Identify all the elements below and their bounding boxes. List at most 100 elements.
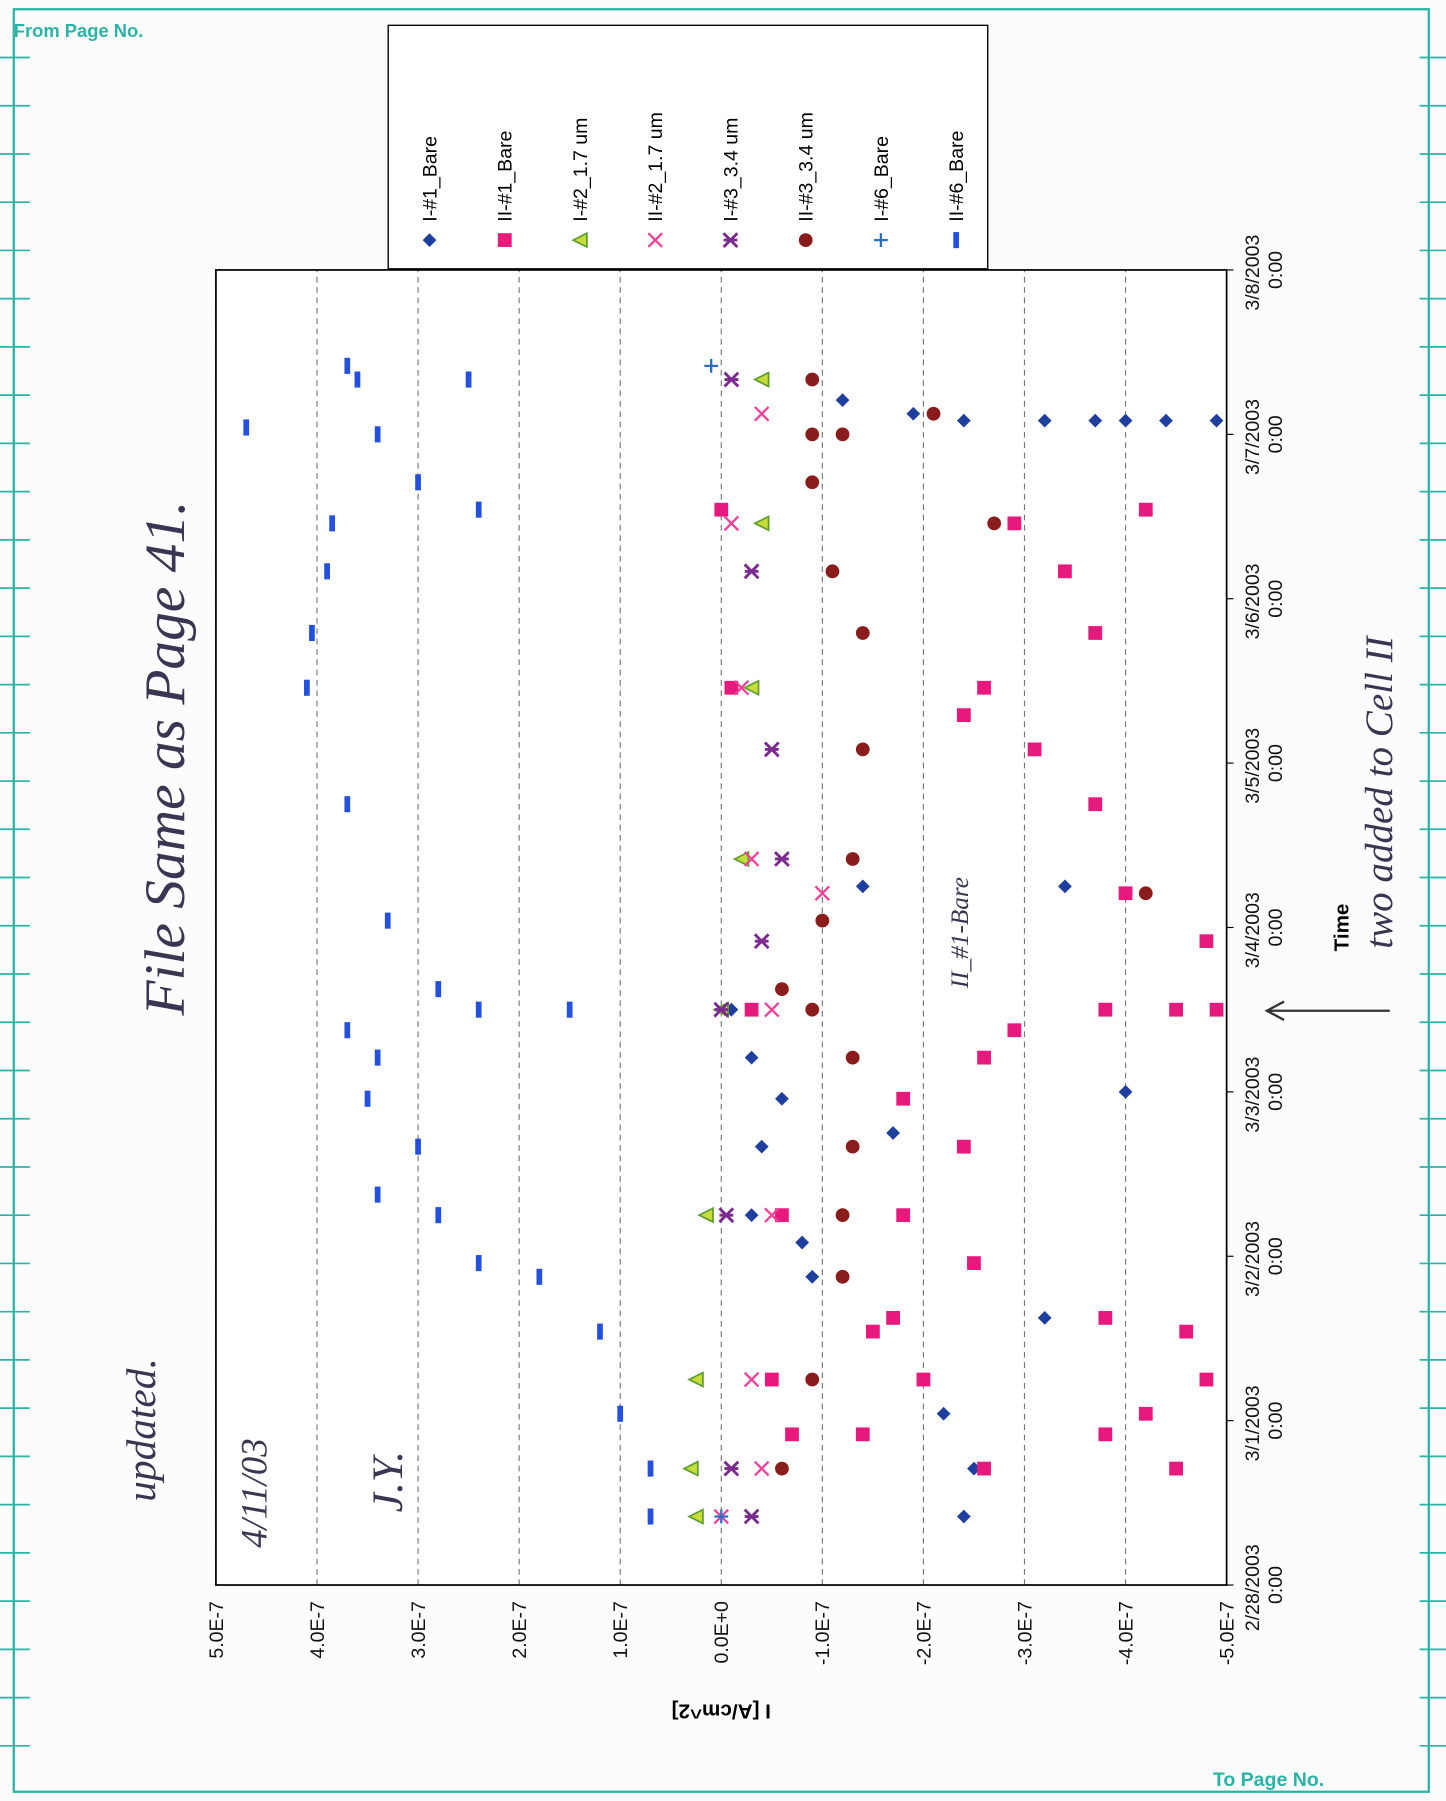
y-tick-label: -1.0E-7 — [812, 1601, 834, 1665]
data-point — [647, 1508, 654, 1525]
data-point — [536, 1268, 543, 1285]
data-point — [886, 1311, 900, 1325]
handwritten-note: File Same as Page 41. — [134, 501, 197, 1017]
data-point — [617, 1405, 624, 1422]
data-point — [764, 1372, 779, 1387]
data-point — [906, 406, 921, 421]
handwritten-note: updated. — [118, 1358, 164, 1501]
data-point — [805, 372, 820, 387]
legend-marker — [953, 232, 960, 249]
data-point — [714, 1509, 729, 1524]
x-axis-title: Time — [1330, 904, 1353, 952]
data-point — [815, 913, 830, 928]
data-point — [1118, 886, 1133, 901]
data-point — [956, 1139, 971, 1154]
y-tick-label: 3.0E-7 — [408, 1601, 430, 1659]
x-tick-label: 3/2/2003 0:00 — [1242, 1216, 1287, 1297]
data-point — [374, 1186, 381, 1203]
data-point — [835, 1208, 850, 1223]
data-point — [1169, 1002, 1183, 1017]
data-point — [835, 427, 850, 442]
data-point — [896, 1208, 911, 1223]
data-point — [713, 1001, 730, 1018]
data-point — [475, 1255, 482, 1272]
page-border — [12, 8, 1430, 1793]
data-point — [956, 1509, 971, 1524]
data-point — [1027, 742, 1042, 757]
data-point — [956, 413, 971, 428]
data-point — [718, 1207, 735, 1224]
data-point — [1199, 1372, 1214, 1387]
data-point — [835, 393, 850, 407]
from-page-label: From Page No. — [14, 20, 144, 41]
data-point — [775, 1208, 789, 1223]
legend-marker — [722, 232, 739, 249]
data-point — [814, 885, 831, 901]
data-point — [742, 679, 760, 697]
data-point — [415, 1138, 421, 1155]
data-point — [896, 1091, 911, 1106]
plot-border — [215, 269, 1228, 1586]
y-tick-label: 2.0E-7 — [509, 1601, 531, 1659]
legend-marker — [422, 233, 437, 247]
data-point — [1088, 626, 1103, 640]
data-point — [743, 1508, 760, 1525]
data-point — [687, 1508, 704, 1525]
data-point — [714, 502, 729, 517]
data-point — [967, 1256, 981, 1270]
data-point — [1159, 413, 1173, 428]
y-tick-label: 0.0E+0 — [711, 1601, 733, 1664]
y-tick-label: -4.0E-7 — [1115, 1601, 1137, 1665]
to-page-label: To Page No. — [1213, 1769, 1324, 1791]
data-point — [987, 516, 1002, 531]
data-point — [724, 680, 739, 695]
data-point — [1007, 516, 1022, 531]
data-point — [647, 1460, 654, 1477]
data-point — [1007, 1023, 1022, 1038]
data-point — [752, 371, 770, 388]
data-point — [1037, 413, 1052, 428]
data-point — [855, 742, 870, 757]
data-point — [304, 679, 310, 696]
y-tick-label: -2.0E-7 — [913, 1601, 935, 1665]
data-point — [597, 1323, 603, 1340]
data-point — [1037, 1311, 1052, 1325]
data-point — [723, 515, 740, 532]
data-point — [309, 624, 315, 642]
data-point — [687, 1371, 704, 1388]
x-tick-label: 3/7/2003 0:00 — [1242, 394, 1287, 475]
data-point — [465, 371, 472, 388]
data-point — [753, 933, 770, 950]
data-point — [744, 1002, 759, 1017]
data-point — [763, 741, 780, 758]
legend-marker — [798, 233, 813, 247]
data-point — [475, 501, 482, 518]
data-point — [1098, 1002, 1113, 1017]
data-point — [775, 1461, 789, 1476]
handwritten-note: II_#1-Bare — [946, 877, 974, 989]
data-point — [743, 851, 760, 867]
data-point — [1138, 886, 1153, 901]
data-point — [977, 1050, 991, 1065]
x-tick-label: 3/4/2003 0:00 — [1242, 887, 1287, 968]
data-point — [845, 852, 860, 866]
data-point — [845, 1139, 860, 1154]
legend: I-#1_Bare II-#1_Bare I-#2_1.7 um II-#2_1.7 … — [387, 24, 989, 270]
data-point — [764, 1001, 780, 1018]
data-point — [743, 1371, 760, 1388]
data-point — [805, 1269, 820, 1284]
data-point — [1098, 1427, 1113, 1442]
data-point — [805, 1002, 820, 1017]
handwritten-note: 4/11/03 — [233, 1438, 274, 1548]
data-point — [682, 1460, 699, 1477]
data-point — [324, 563, 330, 580]
data-point — [1199, 934, 1214, 949]
data-point — [364, 1090, 371, 1107]
data-point — [865, 1324, 880, 1339]
data-point — [764, 1207, 780, 1223]
data-point — [1088, 797, 1103, 812]
x-tick-label: 3/3/2003 0:00 — [1242, 1051, 1287, 1132]
page-edge-ticks — [0, 56, 1446, 1747]
data-point — [774, 851, 790, 867]
y-tick-label: -5.0E-7 — [1217, 1601, 1239, 1665]
